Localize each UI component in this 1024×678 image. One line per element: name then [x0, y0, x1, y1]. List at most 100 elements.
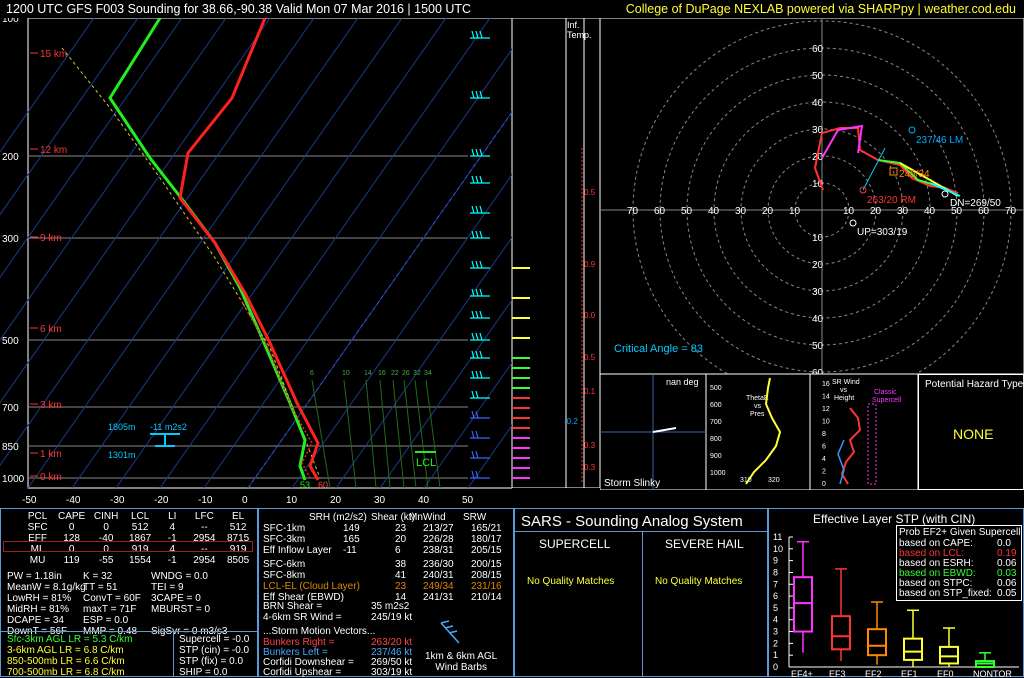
hodo-x-label: 30: [735, 206, 747, 217]
hodo-x-label: 50: [681, 206, 693, 217]
pressure-label: 700: [2, 403, 19, 414]
hodograph-panel[interactable]: 10 10 20 20 30 30 40 40 50 50 60 60 70 60 50 40 30 20 10 10…: [600, 18, 1024, 374]
temp-tick-label: 40: [418, 495, 430, 506]
wind-barb: [470, 148, 490, 157]
wind-barb: [470, 332, 490, 341]
thetae-panel: ThetaE vs Pres 500 600 700 800 900 1000 310 320: [706, 374, 810, 490]
wind-barbs: [470, 30, 490, 479]
pressure-label: 300: [2, 234, 19, 245]
kinematics-cell: 165: [343, 534, 360, 545]
parcel-header: LCL: [130, 511, 150, 522]
storm-motion-value: 303/19 kt: [371, 667, 413, 678]
dcape-height-top: 1805m: [108, 422, 136, 432]
svg-text:10: 10: [342, 370, 350, 377]
temp-tick-label: 50: [462, 495, 474, 506]
kinematics-cell: SFC-1km: [263, 523, 306, 534]
wind-barb: [470, 390, 490, 399]
stp-category-label: EF4+: [791, 669, 813, 677]
parcel-header: LI: [168, 511, 177, 522]
lcl-label: LCL: [416, 457, 436, 469]
prob-value: 0.03: [997, 568, 1017, 579]
kinematics-cell: 208/15: [471, 570, 502, 581]
downshear-label: DN=269/50: [950, 198, 1001, 209]
hodo-trace-upper: [821, 124, 864, 159]
stp-y-label: 1: [773, 650, 778, 660]
pressure-label: 100: [2, 18, 19, 25]
hazard-panel: Potential Hazard Type NONE: [918, 374, 1024, 490]
stp-box-nontor: [975, 652, 995, 669]
svg-text:16: 16: [378, 370, 386, 377]
kinematics-cell: Eff Inflow Layer: [263, 545, 332, 556]
svg-text:32: 32: [413, 370, 421, 377]
inferred-temp-value: 0.5: [584, 353, 596, 362]
hazard-value: NONE: [953, 426, 994, 442]
sars-supercell-heading: SUPERCELL: [539, 537, 611, 551]
left-mover-marker: [908, 126, 916, 134]
temp-tick-label: 0: [242, 495, 248, 506]
wind-barb: [470, 450, 490, 459]
stp-panel: Effective Layer STP (with CIN) 11 10 9 8 7 6 5…: [768, 508, 1024, 677]
prob-label: based on EBWD:: [899, 568, 976, 579]
thetae-ylabel: 900: [710, 453, 722, 460]
stp-box-ef1: [903, 609, 923, 667]
temp-tick-label: 30: [374, 495, 386, 506]
srwind46-label: 4-6km SR Wind =: [263, 612, 342, 623]
upshear-label: UP=303/19: [857, 227, 908, 238]
parcel-row: MU 119 -55 1554 -1 2954 8505: [29, 555, 250, 566]
parcel-header: CAPE: [57, 511, 86, 522]
parcel-row: EFF 128 -40 1867 -1 2954 8715: [28, 533, 250, 544]
srwind-ylabel: 6: [822, 444, 826, 451]
sounding-title: 1200 UTC GFS F003 Sounding for 38.66,-90…: [6, 2, 472, 16]
stp-y-label: 9: [773, 556, 778, 566]
hodograph-labels: 10 10 20 20 30 30 40 40 50 50 60 60 70 60 50 40 30 20 10 10…: [627, 44, 1017, 374]
stp-y-label: 8: [773, 567, 778, 577]
kinematics-cell: 149: [343, 523, 360, 534]
mean-wind-marker: [889, 167, 898, 176]
parcel-panel: PCL CAPE CINH LCL LI LFC EL SFC 0 0 512 4 -- 512 EFF 1…: [0, 508, 258, 678]
storm-motion-value: 237/46 kt: [371, 647, 413, 658]
kinematics-cell: SFC-3km: [263, 534, 306, 545]
parcel-header: PCL: [27, 511, 48, 522]
kinematics-cell: 23: [395, 581, 407, 592]
height-label: 0 km: [40, 472, 62, 483]
temperature-line: [178, 18, 320, 481]
wetbulb-ticks: 6 10 14 16 22 26 32 34: [310, 370, 432, 377]
srwind-ylabel: 10: [822, 419, 830, 426]
left-mover-label: 237/46 LM: [916, 135, 963, 146]
right-mover-marker: [859, 186, 867, 194]
mean-wind-label: 245/34: [899, 169, 930, 180]
kinematics-cell: 213/27: [423, 523, 454, 534]
kinematics-cell: 249/34: [423, 581, 454, 592]
kinematics-cell: 165/21: [471, 523, 502, 534]
srw-bars: [512, 267, 530, 479]
wind-barb: [470, 370, 490, 379]
stp-category-label: EF0: [937, 669, 954, 677]
inferred-temp-value: -0.2: [564, 417, 578, 426]
storm-motion-label: Corfidi Downshear =: [263, 657, 354, 668]
srwind-ylabel: 14: [822, 394, 830, 401]
stp-box-ef0: [939, 627, 959, 667]
kinematics-cell: -11: [343, 545, 357, 556]
sars-hail-result: No Quality Matches: [655, 576, 743, 587]
wind-barb: [470, 410, 490, 419]
svg-text:6: 6: [310, 370, 314, 377]
kinematics-header: MnWind: [409, 512, 446, 523]
sfc-dewpoint-label: 53: [300, 480, 310, 490]
hodo-ring-label: 30: [812, 125, 824, 136]
thetae-ylabel: 600: [710, 402, 722, 409]
hodo-x-label: 70: [1005, 206, 1017, 217]
kinematics-header: Shear (kt): [371, 512, 415, 523]
height-label: 15 km: [40, 49, 67, 60]
temp-tick-label: -50: [22, 495, 37, 506]
srwind-ylabel: 4: [822, 456, 826, 463]
hodo-ring-label: 10: [812, 179, 824, 190]
thetae-ylabel: 1000: [710, 470, 726, 477]
thetae-profile: [745, 377, 782, 485]
kinematics-cell: 41: [395, 570, 407, 581]
stp-y-label: 7: [773, 579, 778, 589]
wind-barb-caption: 1km & 6km AGL Wind Barbs: [425, 651, 498, 673]
kinematics-cell: 241/31: [423, 592, 454, 603]
inferred-temp-value: 0.0: [584, 311, 596, 320]
stp-y-label: 2: [773, 638, 778, 648]
